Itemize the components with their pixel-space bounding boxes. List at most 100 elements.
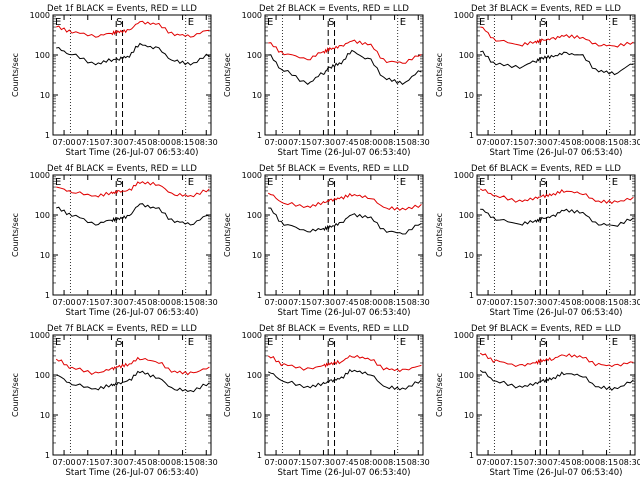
x-tick-label: 07:30	[312, 138, 335, 147]
y-tick-label: 10	[464, 411, 474, 420]
events-series-line	[268, 49, 422, 85]
x-tick-label: 07:30	[100, 298, 123, 307]
y-tick-label: 1	[469, 451, 474, 460]
x-tick-label: 07:45	[548, 298, 571, 307]
lld-series-line	[479, 188, 634, 205]
y-tick-label: 1	[257, 131, 262, 140]
marker-e: E	[267, 177, 273, 188]
marker-e: E	[400, 17, 406, 28]
x-axis-label: Start Time (26-Jul-07 06:53:40)	[490, 468, 623, 478]
marker-e: E	[188, 17, 194, 28]
lld-series-line	[56, 20, 210, 38]
marker-e: E	[55, 337, 61, 348]
marker-s: S	[116, 17, 122, 28]
plot-frame	[476, 14, 636, 136]
x-tick-label: 08:15	[171, 138, 194, 147]
panel-title: Det 4f BLACK = Events, RED = LLD	[47, 164, 197, 174]
y-axis-label: Counts/sec	[435, 373, 444, 417]
plot-frame	[476, 334, 636, 456]
x-tick-label: 08:30	[619, 298, 640, 307]
y-axis-label: Counts/sec	[435, 213, 444, 257]
y-tick-label: 10	[40, 411, 50, 420]
x-tick-label: 08:30	[619, 458, 640, 467]
marker-e: E	[479, 337, 485, 348]
y-tick-label: 1	[257, 451, 262, 460]
events-series-line	[479, 369, 634, 391]
x-tick-label: 08:15	[171, 458, 194, 467]
y-tick-label: 1	[469, 291, 474, 300]
x-tick-label: 08:00	[359, 138, 382, 147]
x-axis-label: Start Time (26-Jul-07 06:53:40)	[490, 308, 623, 318]
marker-e: E	[55, 17, 61, 28]
y-axis-label: Counts/sec	[435, 53, 444, 97]
x-tick-label: 08:30	[407, 298, 430, 307]
x-tick-label: 07:15	[500, 298, 523, 307]
plot-frame	[52, 14, 212, 136]
x-tick-label: 08:30	[195, 458, 218, 467]
x-tick-label: 07:45	[336, 298, 359, 307]
x-axis-label: Start Time (26-Jul-07 06:53:40)	[278, 148, 411, 158]
y-axis-label: Counts/sec	[223, 213, 232, 257]
y-tick-label: 1000	[30, 11, 50, 20]
x-tick-label: 08:00	[147, 298, 170, 307]
x-tick-label: 07:45	[124, 458, 147, 467]
panel-det-7: Det 7f BLACK = Events, RED = LLD E S E 1 10 10…	[11, 324, 218, 478]
y-tick-label: 100	[247, 211, 262, 220]
x-tick-label: 07:30	[524, 458, 547, 467]
y-tick-label: 10	[464, 251, 474, 260]
x-tick-label: 07:00	[53, 298, 76, 307]
x-tick-label: 07:45	[124, 138, 147, 147]
x-tick-label: 08:00	[571, 458, 594, 467]
panel-det-4: Det 4f BLACK = Events, RED = LLD E S E 1 10 10…	[11, 164, 218, 318]
panel-title: Det 1f BLACK = Events, RED = LLD	[47, 4, 197, 14]
y-tick-label: 1000	[30, 331, 50, 340]
marker-s: S	[540, 177, 546, 188]
x-tick-label: 08:00	[359, 458, 382, 467]
x-tick-label: 07:00	[265, 458, 288, 467]
plot-frame	[52, 174, 212, 296]
marker-e: E	[479, 177, 485, 188]
plot-frame	[264, 174, 424, 296]
y-axis-label: Counts/sec	[223, 53, 232, 97]
y-tick-label: 10	[464, 91, 474, 100]
lld-series-line	[479, 352, 634, 368]
y-axis-label: Counts/sec	[11, 373, 20, 417]
y-tick-label: 100	[35, 211, 50, 220]
x-tick-label: 07:00	[53, 458, 76, 467]
panel-det-5: Det 5f BLACK = Events, RED = LLD E S E 1 10 10…	[223, 164, 430, 318]
y-tick-label: 1	[45, 451, 50, 460]
x-tick-label: 08:30	[407, 458, 430, 467]
lld-series-line	[267, 192, 422, 211]
y-tick-label: 100	[35, 371, 50, 380]
panel-det-2: Det 2f BLACK = Events, RED = LLD E S E 1 10 10…	[223, 4, 430, 158]
marker-e: E	[400, 177, 406, 188]
x-axis-label: Start Time (26-Jul-07 06:53:40)	[66, 468, 199, 478]
panel-det-1: Det 1f BLACK = Events, RED = LLD E S E 1 10 10…	[11, 4, 218, 158]
lld-series-line	[56, 181, 210, 198]
x-tick-label: 08:30	[619, 138, 640, 147]
y-axis-label: Counts/sec	[11, 213, 20, 257]
panel-title: Det 5f BLACK = Events, RED = LLD	[259, 164, 409, 174]
events-series-line	[56, 370, 210, 393]
lld-series-line	[267, 354, 422, 373]
y-tick-label: 10	[252, 91, 262, 100]
x-tick-label: 07:00	[477, 458, 500, 467]
lld-series-line	[55, 356, 210, 376]
x-tick-label: 08:15	[383, 458, 406, 467]
x-tick-label: 07:15	[288, 458, 311, 467]
marker-e: E	[479, 17, 485, 28]
x-tick-label: 07:00	[265, 138, 288, 147]
x-tick-label: 07:30	[100, 138, 123, 147]
y-tick-label: 100	[35, 51, 50, 60]
x-tick-label: 07:00	[265, 298, 288, 307]
y-tick-label: 10	[252, 251, 262, 260]
plot-frame	[52, 334, 212, 456]
lld-series-line	[268, 39, 422, 64]
y-tick-label: 1000	[30, 171, 50, 180]
marker-s: S	[328, 337, 334, 348]
plot-frame	[476, 174, 636, 296]
x-tick-label: 07:15	[500, 458, 523, 467]
y-tick-label: 1000	[242, 11, 262, 20]
x-tick-label: 07:15	[288, 138, 311, 147]
